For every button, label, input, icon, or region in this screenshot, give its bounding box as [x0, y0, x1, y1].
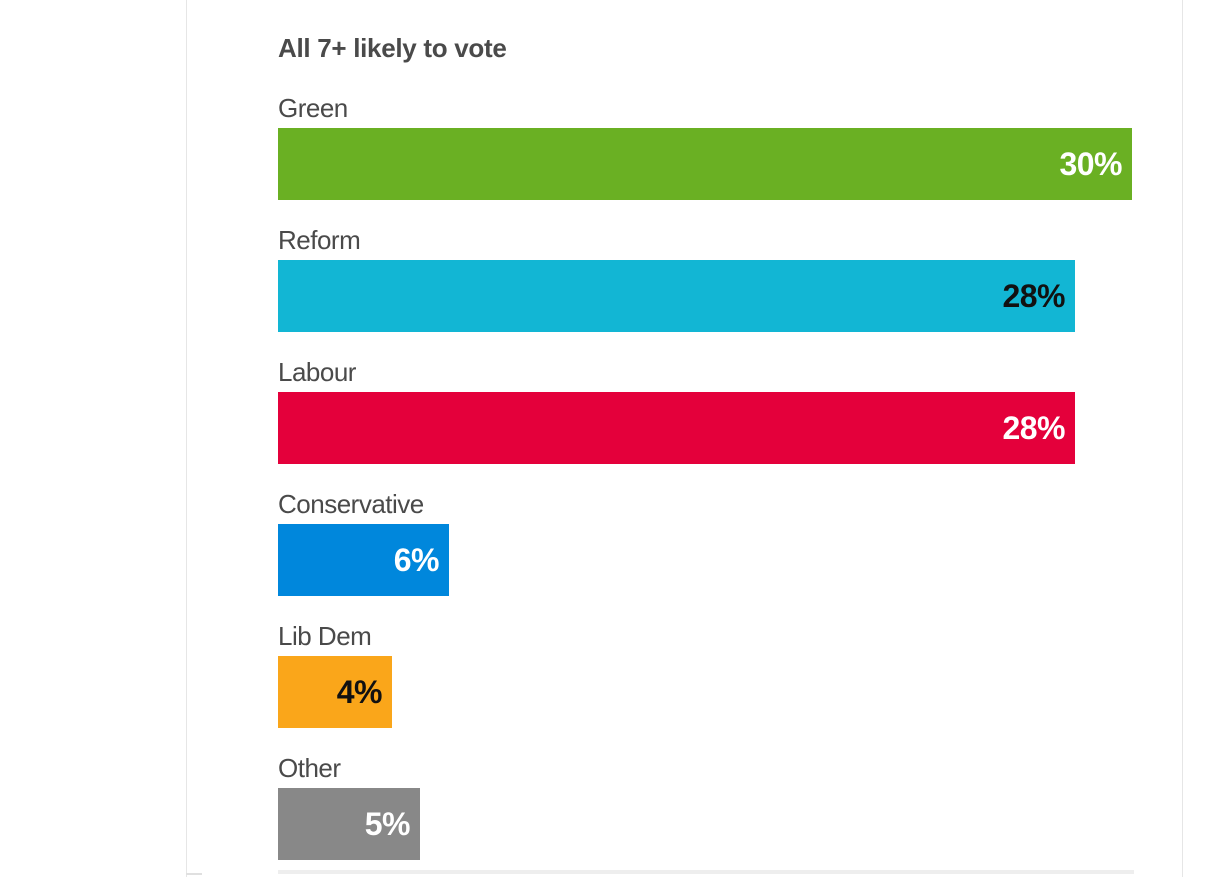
category-label-other: Other	[278, 753, 341, 783]
bar-reform: 28%	[278, 260, 1075, 332]
bar-conservative: 6%	[278, 524, 449, 596]
bar-green: 30%	[278, 128, 1132, 200]
chart-title: All 7+ likely to vote	[278, 33, 507, 63]
data-label-other: 5%	[364, 806, 411, 842]
chart-baseline	[278, 870, 1134, 874]
data-label-lib-dem: 4%	[336, 674, 383, 710]
category-label-labour: Labour	[278, 357, 356, 387]
data-label-labour: 28%	[1002, 410, 1065, 446]
category-label-reform: Reform	[278, 225, 361, 255]
data-label-conservative: 6%	[393, 542, 440, 578]
bar-labour: 28%	[278, 392, 1075, 464]
category-label-lib-dem: Lib Dem	[278, 621, 372, 651]
data-label-reform: 28%	[1002, 278, 1065, 314]
bottom-rule	[186, 873, 202, 875]
bar-other: 5%	[278, 788, 420, 860]
category-label-conservative: Conservative	[278, 489, 424, 519]
bar-lib-dem: 4%	[278, 656, 392, 728]
category-label-green: Green	[278, 93, 348, 123]
data-label-green: 30%	[1059, 146, 1122, 182]
